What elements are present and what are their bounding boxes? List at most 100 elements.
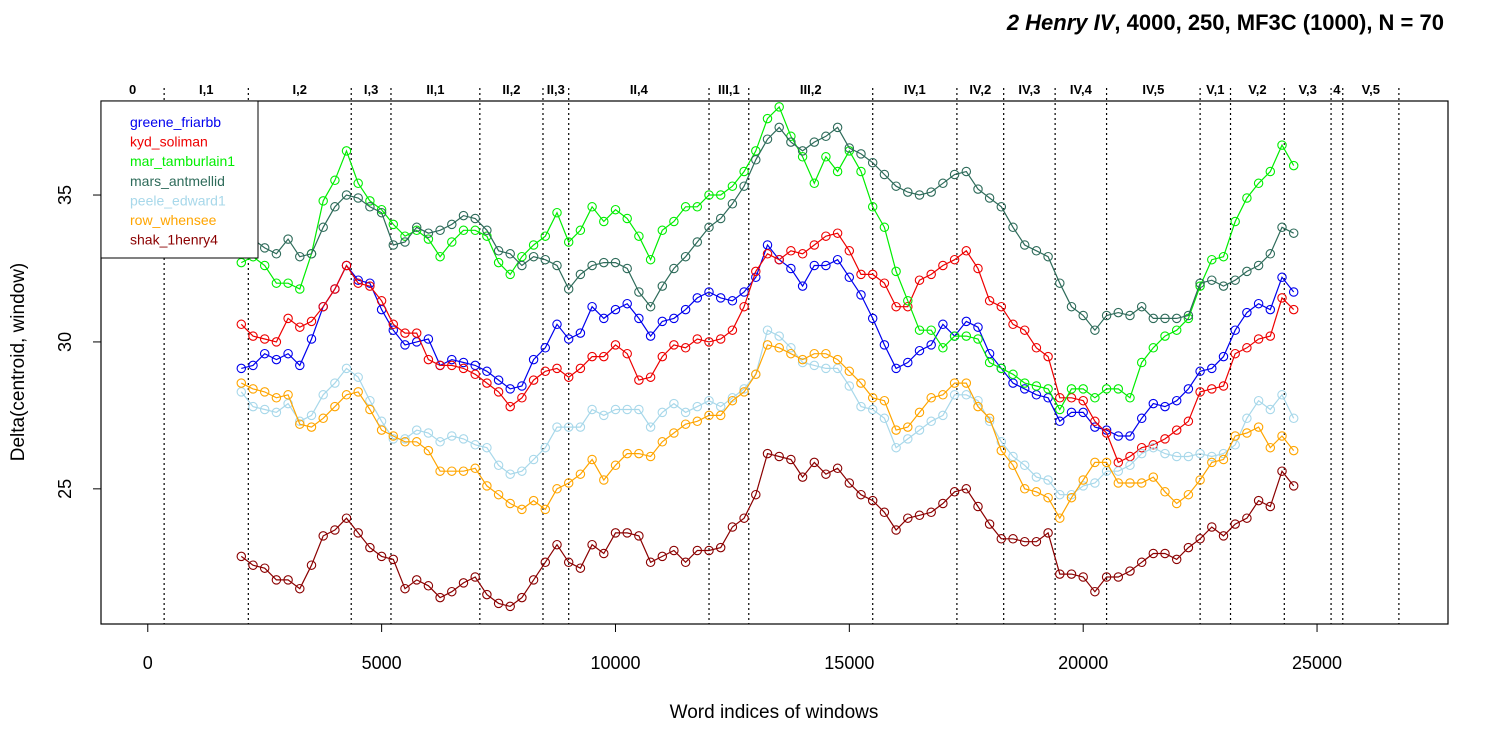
data-point [762, 340, 773, 350]
scene-label: 4 [1333, 82, 1341, 97]
data-point [996, 301, 1007, 312]
data-point [330, 202, 340, 212]
data-point [271, 407, 282, 418]
data-point [809, 348, 820, 359]
data-point [248, 560, 258, 570]
data-point [727, 199, 738, 209]
data-point [645, 301, 656, 312]
data-point [271, 337, 282, 347]
data-point [1148, 548, 1159, 559]
data-point [1148, 442, 1159, 453]
data-point [388, 219, 399, 230]
data-point [248, 360, 258, 371]
data-point [587, 351, 597, 362]
data-point [505, 498, 515, 509]
legend-item: row_whensee [130, 212, 217, 228]
data-point [1265, 501, 1276, 512]
data-point [634, 448, 644, 459]
data-point [774, 122, 784, 133]
data-point [739, 301, 749, 312]
data-point [517, 393, 527, 403]
data-point [1148, 313, 1159, 324]
data-point [739, 513, 749, 523]
legend-item: greene_friarbb [130, 114, 221, 130]
series-greene_friarbb [236, 240, 1299, 441]
data-point [926, 507, 936, 518]
data-point [1019, 484, 1030, 494]
data-point [645, 422, 656, 432]
data-point [774, 343, 784, 353]
data-point [879, 395, 890, 406]
data-point [1195, 281, 1205, 291]
data-point [353, 275, 363, 285]
data-point [891, 181, 901, 191]
data-point [1207, 275, 1217, 285]
data-point [528, 251, 539, 262]
data-point [528, 240, 539, 250]
legend-item: shak_1henry4 [130, 232, 218, 248]
data-point [470, 213, 480, 224]
data-point [1090, 393, 1100, 403]
data-point [400, 237, 410, 247]
data-point [1019, 378, 1030, 388]
data-point [1171, 554, 1182, 565]
data-point [774, 451, 784, 462]
data-point [786, 137, 796, 147]
data-point [306, 316, 317, 327]
data-point [1288, 228, 1299, 238]
data-point [447, 466, 457, 476]
data-point [1288, 445, 1299, 456]
data-point [1195, 387, 1205, 397]
data-point [797, 152, 808, 162]
data-point [657, 316, 668, 327]
data-point [411, 425, 422, 435]
x-tick-label: 15000 [824, 653, 874, 673]
data-point [903, 301, 913, 312]
data-point [1043, 384, 1053, 394]
data-point [1218, 531, 1229, 541]
data-point [1277, 272, 1287, 283]
data-point [540, 231, 551, 241]
series-kyd_soliman [236, 228, 1299, 468]
data-point [879, 169, 890, 180]
data-point [1055, 416, 1065, 427]
chart-title-play: 2 Henry IV [1006, 10, 1115, 35]
data-point [1090, 457, 1100, 468]
data-point [1230, 216, 1240, 227]
data-point [1195, 448, 1205, 459]
scene-label: V,1 [1206, 82, 1224, 97]
data-point [786, 454, 796, 465]
data-point [1113, 384, 1124, 394]
data-point [844, 478, 855, 488]
data-point [1160, 331, 1170, 341]
data-point [1066, 492, 1077, 503]
data-point [1078, 572, 1088, 582]
data-point [318, 301, 328, 312]
data-point [680, 557, 691, 568]
data-point [727, 395, 738, 406]
data-point [751, 155, 761, 165]
data-point [575, 363, 586, 374]
data-point [423, 334, 434, 344]
data-point [821, 231, 831, 241]
data-point [365, 542, 375, 553]
data-point [949, 390, 960, 400]
data-point [528, 495, 539, 506]
data-point [1136, 478, 1147, 488]
data-point [505, 601, 515, 612]
scene-label: II,1 [426, 82, 444, 97]
data-point [938, 390, 948, 400]
data-point [411, 437, 422, 447]
data-point [622, 213, 632, 224]
data-point [610, 257, 621, 268]
data-point [891, 442, 901, 453]
data-point [1242, 413, 1252, 424]
series-shak_1henry4 [236, 448, 1299, 612]
data-point [1078, 407, 1088, 418]
data-point [482, 231, 492, 241]
series-line [241, 105, 1295, 411]
data-point [1043, 528, 1053, 538]
data-point [1265, 331, 1276, 341]
data-point [435, 360, 445, 371]
data-point [517, 466, 527, 476]
